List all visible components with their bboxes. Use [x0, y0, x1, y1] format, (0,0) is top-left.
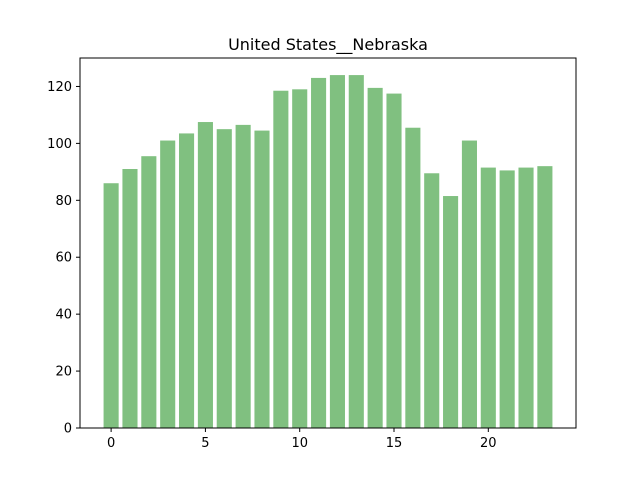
bar-11	[311, 77, 327, 429]
y-tick-label: 60	[55, 251, 72, 266]
x-tick-label: 0	[107, 436, 115, 451]
y-tick-label: 0	[64, 422, 72, 437]
bar-21	[499, 170, 515, 429]
bar-3	[160, 140, 176, 429]
bar-14	[367, 87, 383, 428]
bar-19	[461, 140, 477, 429]
bar-9	[273, 90, 289, 428]
bar-2	[141, 156, 157, 428]
bar-0	[103, 183, 119, 428]
y-axis: 0 20 40 60 80 100 120	[47, 80, 80, 437]
bars-group	[103, 75, 553, 429]
bar-17	[424, 173, 440, 428]
chart-title: United States__Nebraska	[228, 35, 428, 55]
bar-4	[179, 133, 195, 429]
x-tick-label: 15	[386, 436, 403, 451]
bar-20	[480, 167, 496, 428]
x-tick-label: 20	[480, 436, 497, 451]
bar-8	[254, 130, 270, 428]
y-tick-label: 120	[47, 80, 72, 95]
plot-frame	[79, 57, 577, 429]
bar-23	[537, 166, 553, 428]
bar-1	[122, 169, 138, 428]
bar-16	[405, 127, 421, 428]
x-axis: 0 5 10 15 20	[107, 428, 497, 451]
bar-5	[197, 122, 213, 428]
y-tick-label: 20	[55, 365, 72, 380]
y-tick-label: 80	[55, 194, 72, 209]
bar-13	[348, 75, 364, 428]
bar-7	[235, 124, 251, 428]
x-tick-label: 5	[201, 436, 209, 451]
x-tick-label: 10	[291, 436, 308, 451]
bar-18	[443, 196, 459, 428]
bar-15	[386, 93, 402, 428]
bar-6	[216, 129, 232, 428]
bar-22	[518, 167, 534, 428]
y-tick-label: 40	[55, 308, 72, 323]
y-tick-label: 100	[47, 137, 72, 152]
bar-12	[329, 75, 345, 428]
bar-10	[292, 89, 308, 428]
